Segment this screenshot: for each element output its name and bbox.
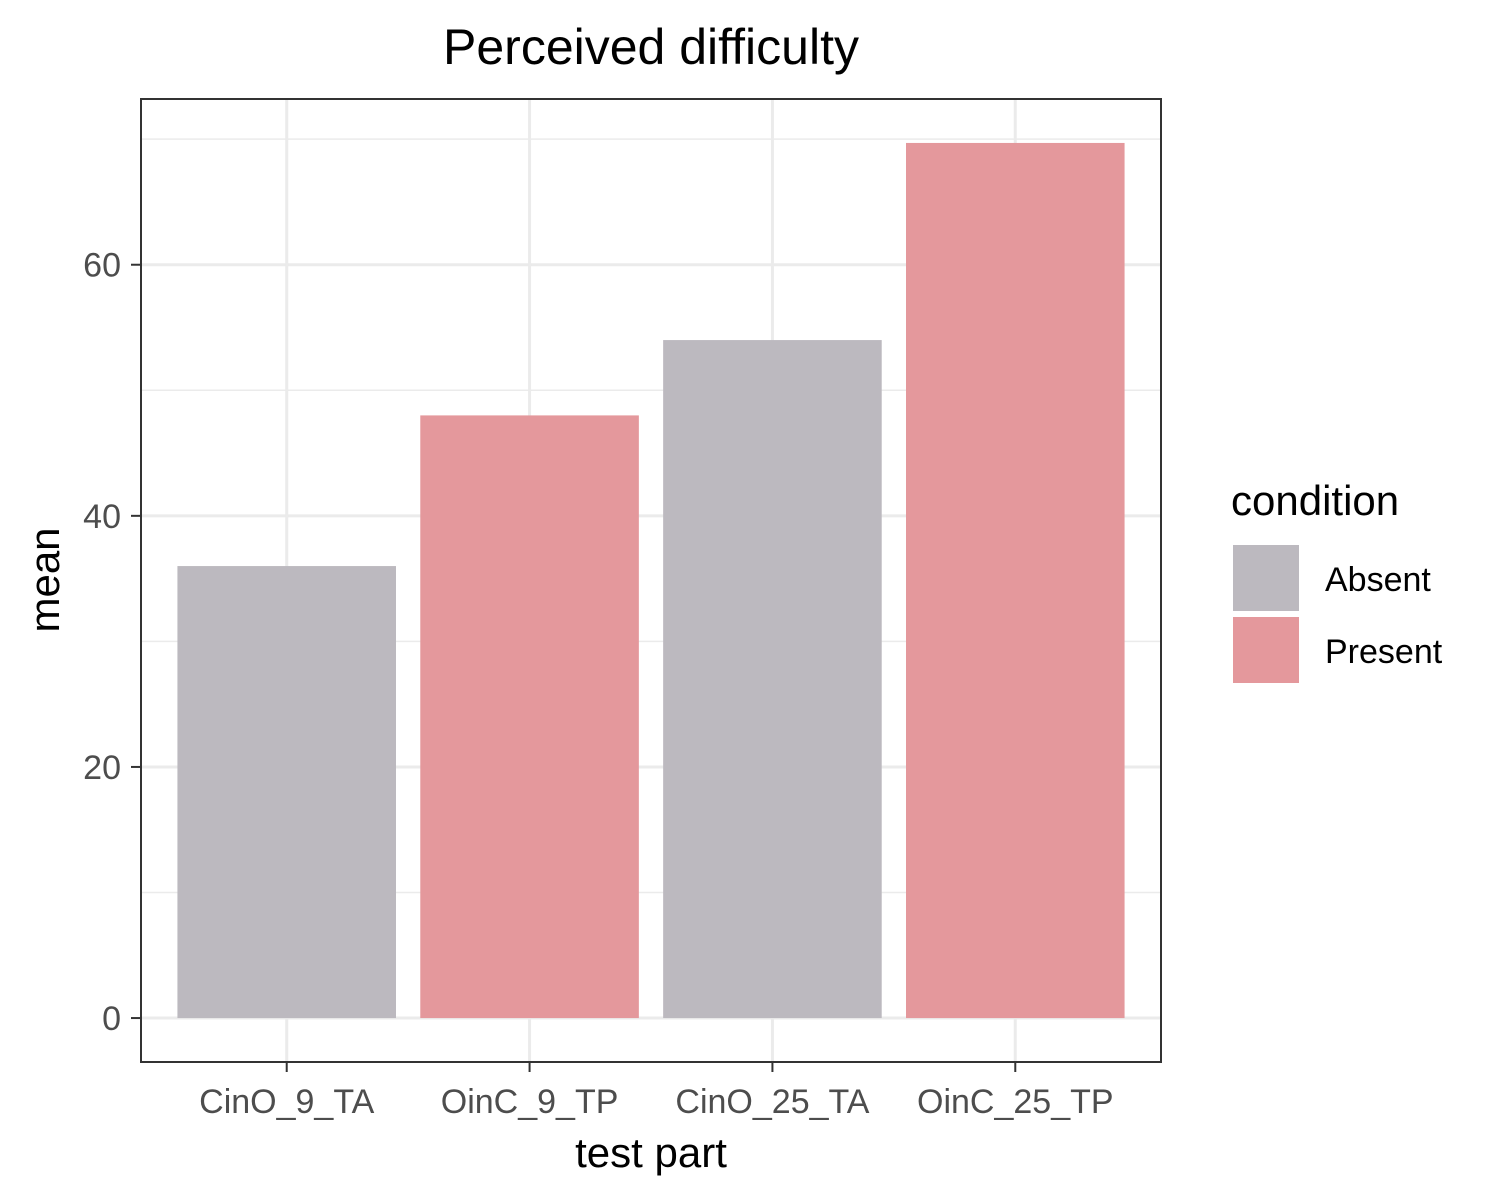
legend-title: condition (1231, 477, 1399, 524)
x-tick-label: OinC_25_TP (917, 1083, 1114, 1121)
x-axis: CinO_9_TA OinC_9_TP CinO_25_TA OinC_25_TP (199, 1062, 1114, 1121)
x-axis-title: test part (575, 1129, 727, 1176)
y-tick-label: 0 (102, 1000, 121, 1038)
legend-key-present (1233, 617, 1299, 683)
bar-OinC_25_TP (906, 142, 1125, 1019)
bar-OinC_9_TP (420, 415, 639, 1019)
bar-CinO_25_TA (663, 340, 882, 1019)
bar-CinO_9_TA (177, 566, 396, 1019)
y-tick-label: 60 (83, 247, 121, 285)
y-tick-label: 40 (83, 498, 121, 536)
x-tick-label: CinO_25_TA (675, 1083, 869, 1121)
y-axis-title: mean (21, 527, 68, 632)
legend-label-absent: Absent (1325, 561, 1431, 599)
x-tick-label: CinO_9_TA (199, 1083, 374, 1121)
bars (177, 142, 1125, 1019)
legend: condition Absent Present (1231, 477, 1443, 683)
x-tick-label: OinC_9_TP (441, 1083, 619, 1121)
chart-title: Perceived difficulty (443, 19, 859, 75)
legend-label-present: Present (1325, 633, 1443, 671)
panel-border (140, 98, 1162, 1063)
legend-key-absent (1233, 545, 1299, 611)
y-tick-label: 20 (83, 749, 121, 787)
y-axis: 0 20 40 60 (83, 247, 141, 1038)
